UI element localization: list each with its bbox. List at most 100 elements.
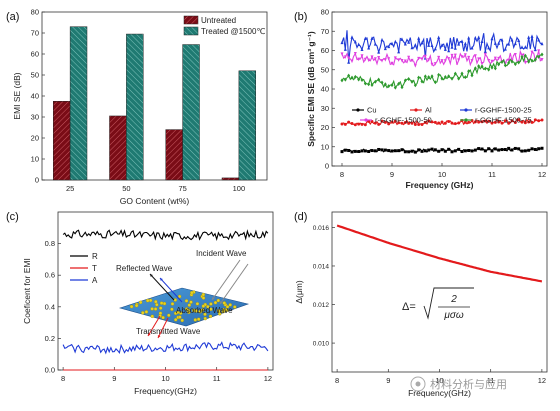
data-point	[473, 148, 477, 152]
data-point	[363, 36, 367, 40]
atom	[190, 290, 194, 295]
x-tick-label: 11	[488, 170, 496, 179]
wave-arrow	[149, 273, 175, 301]
data-point	[340, 52, 344, 56]
data-point	[503, 148, 507, 152]
data-point	[443, 121, 447, 125]
atom	[208, 314, 213, 319]
data-point	[427, 148, 431, 152]
data-point	[353, 52, 357, 56]
series-cu	[340, 146, 544, 154]
data-point	[357, 42, 361, 46]
data-point	[427, 58, 431, 62]
watermark-logo	[410, 376, 426, 392]
data-point	[387, 44, 391, 49]
data-point	[457, 58, 461, 62]
data-point	[427, 43, 431, 47]
atom	[216, 309, 221, 313]
data-point	[540, 41, 544, 46]
data-point	[530, 147, 534, 151]
atom	[167, 313, 171, 318]
atom	[201, 292, 206, 297]
data-point	[507, 146, 511, 150]
y-tick-label: 10	[321, 142, 329, 151]
data-point	[433, 46, 437, 51]
y-tick-label: 0.012	[313, 302, 330, 309]
data-point	[347, 149, 351, 153]
y-tick-label: 0	[325, 162, 329, 171]
atom	[209, 302, 213, 306]
data-point	[497, 41, 501, 45]
data-point	[343, 47, 347, 51]
bar-treated-1500--100	[238, 70, 256, 181]
x-tick-label: 10	[161, 374, 169, 383]
y-tick-label: 70	[31, 29, 39, 38]
watermark-logo-dot	[415, 381, 421, 387]
data-point	[393, 119, 397, 123]
data-point	[413, 123, 417, 127]
data-point	[503, 63, 507, 68]
data-point	[383, 46, 387, 51]
x-tick-label: 12	[264, 374, 272, 383]
data-point	[487, 45, 491, 50]
data-point	[483, 66, 487, 71]
legend-label: r-GGHF-1500-50	[375, 116, 432, 125]
data-point	[530, 50, 534, 55]
atom	[216, 298, 221, 303]
data-point	[513, 53, 517, 57]
data-point	[373, 149, 377, 153]
data-point	[523, 61, 527, 65]
data-point	[443, 149, 447, 153]
data-point	[357, 122, 361, 126]
wave-arrow	[159, 277, 183, 303]
data-point	[417, 75, 421, 80]
data-point	[437, 55, 441, 60]
data-point	[383, 58, 387, 62]
data-point	[477, 64, 481, 69]
data-point	[390, 149, 394, 153]
data-point	[440, 148, 444, 152]
data-point	[430, 43, 434, 48]
data-point	[427, 119, 431, 123]
legend-swatch	[183, 26, 199, 36]
series-line	[336, 224, 543, 283]
data-point	[363, 123, 367, 127]
data-point	[363, 149, 367, 153]
y-tick-label: 60	[321, 46, 329, 55]
data-point	[457, 121, 461, 125]
x-tick-label: 8	[61, 374, 65, 383]
atom	[186, 308, 190, 312]
atom	[184, 299, 189, 303]
atom	[145, 298, 150, 303]
y-axis-label: Coeficent for EMI	[22, 258, 32, 324]
data-point	[457, 147, 461, 151]
data-point	[460, 55, 464, 59]
data-point	[400, 85, 404, 90]
data-point	[493, 120, 497, 124]
data-point	[393, 39, 397, 44]
data-point	[377, 122, 381, 126]
atom	[161, 315, 165, 320]
x-tick-label: 12	[538, 376, 546, 385]
data-point	[350, 122, 354, 126]
inset-label-incident: Incident Wave	[196, 249, 247, 258]
data-point	[450, 45, 454, 49]
data-point	[400, 37, 404, 41]
data-point	[470, 59, 474, 63]
y-tick-label: 0.4	[45, 302, 55, 311]
data-point	[413, 43, 417, 47]
arrow-head	[160, 278, 163, 281]
data-point	[413, 83, 417, 88]
data-point	[477, 120, 481, 124]
data-point	[457, 42, 461, 46]
data-point	[380, 37, 384, 42]
y-tick-label: 0.014	[313, 263, 330, 270]
data-point	[387, 57, 391, 61]
atom	[141, 311, 145, 315]
x-axis-label: Frequency(GHz)	[408, 388, 471, 398]
data-point	[473, 66, 477, 71]
data-point	[530, 58, 534, 63]
series-curve	[336, 224, 543, 283]
data-point	[510, 148, 514, 152]
atom	[159, 301, 164, 305]
